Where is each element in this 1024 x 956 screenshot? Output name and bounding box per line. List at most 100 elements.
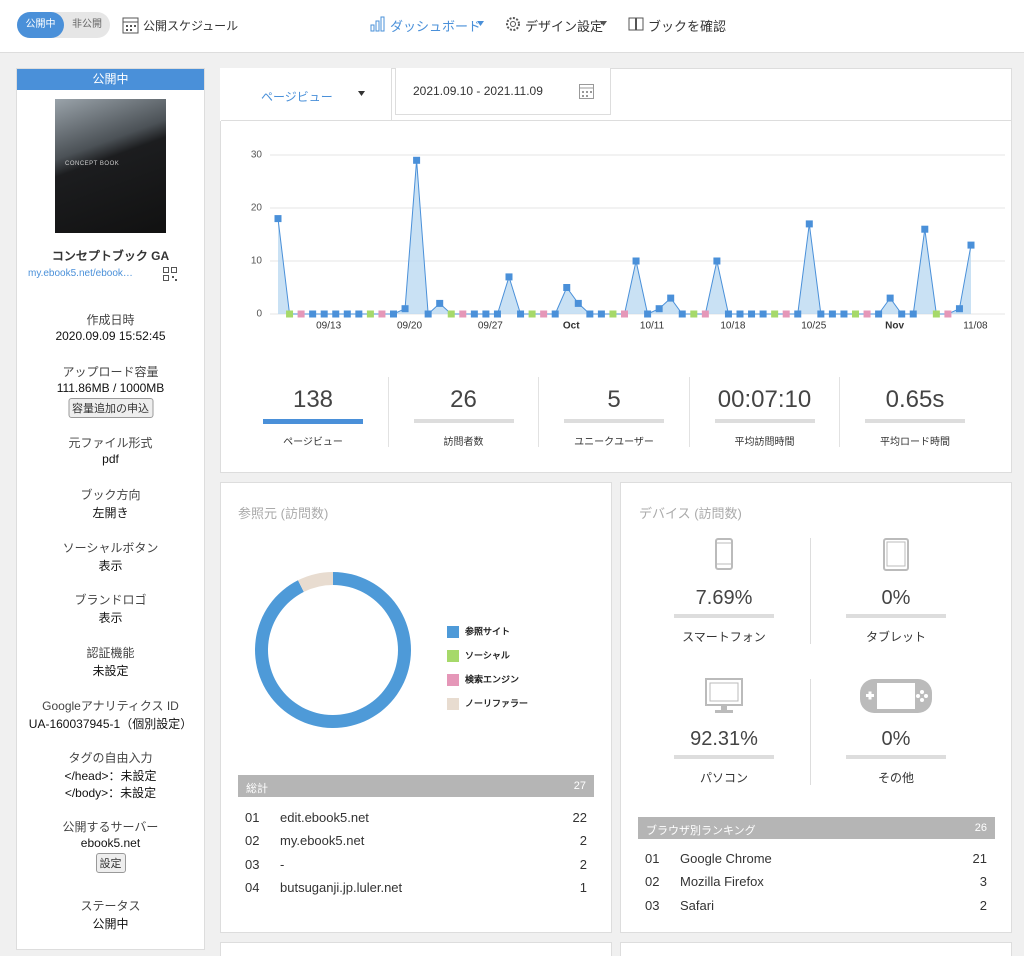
point: [932, 310, 940, 318]
point: [736, 310, 744, 318]
point: [909, 310, 917, 318]
point: [366, 310, 374, 318]
point: [886, 294, 894, 302]
point: [771, 310, 779, 318]
point: [297, 310, 305, 318]
browser-total: 26: [974, 822, 987, 834]
legend-label: ソーシャル: [465, 650, 510, 660]
toggle-off[interactable]: 非公開: [72, 19, 102, 30]
point: [424, 310, 432, 318]
row-value: 2: [979, 897, 987, 913]
row-name: Safari: [680, 897, 714, 913]
x-tick-label: 10/18: [720, 321, 745, 332]
gear-icon: [506, 17, 520, 31]
stat-label: 平均ロード時間: [880, 437, 950, 448]
referrer-title: 参照元 (訪問数): [238, 506, 329, 521]
x-tick-label: Oct: [563, 321, 580, 332]
point: [378, 310, 386, 318]
schedule-link[interactable]: 公開スケジュール: [143, 19, 239, 33]
point: [355, 310, 363, 318]
x-tick-label: 09/20: [397, 321, 422, 332]
field-value: </head>：未設定: [64, 769, 157, 783]
y-tick-label: 30: [251, 150, 263, 161]
stat-bar: [865, 419, 965, 423]
point: [759, 310, 767, 318]
y-tick-label: 20: [251, 203, 263, 214]
stat-label: ページビュー: [283, 437, 343, 448]
legend-swatch: [447, 674, 459, 686]
device-value: 92.31%: [690, 728, 758, 750]
divider: [810, 679, 811, 785]
field-label: ソーシャルボタン: [62, 541, 159, 555]
point: [597, 310, 605, 318]
field-value: pdf: [102, 452, 119, 466]
game-icon: [860, 679, 932, 713]
device-label: その他: [877, 771, 914, 785]
row-rank: 01: [645, 851, 660, 866]
y-tick-label: 0: [256, 309, 262, 320]
nav-design[interactable]: デザイン設定: [525, 19, 604, 34]
metric-tab[interactable]: ページビュー: [220, 68, 392, 121]
legend-label: 検索エンジン: [465, 673, 519, 684]
point: [632, 257, 640, 265]
point: [852, 310, 859, 318]
row-rank: 02: [245, 833, 260, 849]
field-button[interactable]: 容量追加の申込: [68, 398, 153, 418]
point: [875, 310, 883, 318]
toggle-on[interactable]: 公開中: [17, 12, 64, 38]
device-bar: [846, 614, 946, 618]
x-tick-label: Nov: [885, 321, 904, 332]
point: [609, 310, 617, 318]
area: [278, 160, 971, 314]
point: [898, 310, 906, 318]
field-value: 表示: [98, 611, 123, 625]
point: [286, 310, 294, 318]
stat-value: 5: [607, 386, 621, 413]
status-header: 公開中: [17, 69, 204, 90]
point: [528, 310, 536, 318]
point: [320, 310, 328, 318]
date-picker[interactable]: 2021.09.10 - 2021.11.09: [395, 68, 611, 115]
publish-toggle[interactable]: 公開中 非公開: [17, 12, 110, 38]
point: [274, 215, 282, 223]
row-value: 2: [579, 833, 587, 849]
tab-divider: [221, 120, 1011, 121]
point: [309, 310, 317, 318]
device-bar: [846, 755, 946, 759]
field-label: 元ファイル形式: [68, 436, 153, 450]
stat-label: 訪問者数: [443, 437, 484, 448]
nav-view-book[interactable]: ブックを確認: [648, 19, 727, 34]
point: [794, 310, 802, 318]
pageview-panel: ページビュー 2021.09.10 - 2021.11.09: [220, 68, 1012, 473]
device-panel: デバイス (訪問数) ブラウザ別ランキング 26 01 Google Chrome…: [620, 482, 1012, 933]
device-bar: [674, 614, 774, 618]
nav-dashboard[interactable]: ダッシュボード: [390, 19, 482, 34]
divider: [538, 377, 539, 447]
x-tick-label: 11/08: [963, 321, 988, 332]
row-value: 22: [572, 810, 587, 825]
x-tick-label: 09/13: [316, 321, 341, 332]
tab-label[interactable]: ページビュー: [261, 90, 333, 104]
field-button[interactable]: 設定: [95, 853, 126, 873]
point: [447, 310, 455, 318]
book-url[interactable]: my.ebook5.net/ebook…: [28, 268, 133, 279]
device-title: デバイス (訪問数): [639, 506, 742, 521]
qr-icon[interactable]: [163, 267, 177, 281]
point: [690, 310, 698, 318]
point: [493, 310, 501, 318]
divider: [839, 377, 840, 447]
dropdown-arrow: [358, 91, 365, 96]
sidebar: 公開中 CONCEPT BOOK コンセプトブック GA my.ebook5.n…: [16, 68, 205, 950]
row-rank: 01: [245, 810, 260, 825]
point: [621, 310, 628, 318]
donut-segment: [297, 572, 333, 592]
browser-title: ブラウザ別ランキング: [646, 825, 756, 837]
point: [967, 241, 975, 249]
field-label: ブランドロゴ: [74, 593, 147, 607]
legend-label: ノーリファラー: [465, 698, 528, 708]
point: [713, 257, 721, 265]
point: [644, 310, 652, 318]
date-range[interactable]: 2021.09.10 - 2021.11.09: [413, 84, 543, 98]
row-name: my.ebook5.net: [280, 833, 365, 849]
